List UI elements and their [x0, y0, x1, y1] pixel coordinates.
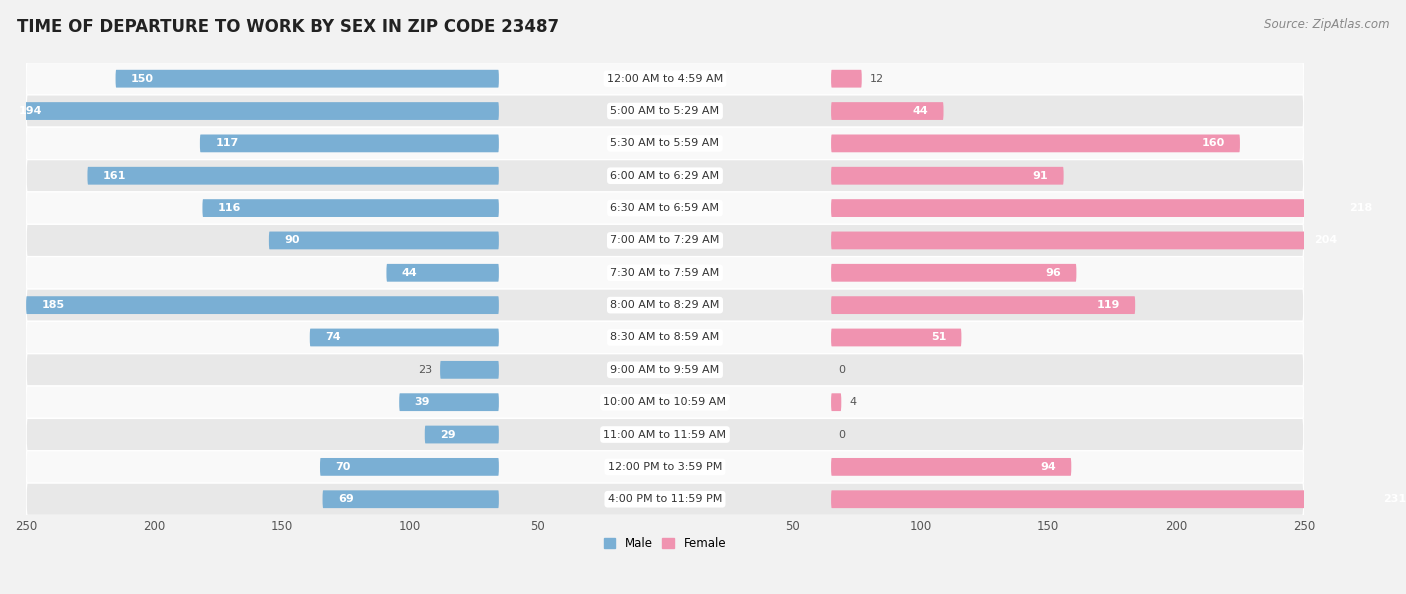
Text: 8:30 AM to 8:59 AM: 8:30 AM to 8:59 AM — [610, 333, 720, 343]
Text: Source: ZipAtlas.com: Source: ZipAtlas.com — [1264, 18, 1389, 31]
Text: 4: 4 — [849, 397, 856, 407]
FancyBboxPatch shape — [27, 160, 1303, 192]
FancyBboxPatch shape — [387, 264, 499, 282]
Text: 150: 150 — [131, 74, 153, 84]
Text: 0: 0 — [839, 429, 846, 440]
Text: 4:00 PM to 11:59 PM: 4:00 PM to 11:59 PM — [607, 494, 723, 504]
Text: 96: 96 — [1045, 268, 1062, 278]
FancyBboxPatch shape — [269, 232, 499, 249]
Text: 94: 94 — [1040, 462, 1056, 472]
FancyBboxPatch shape — [202, 199, 499, 217]
Text: 116: 116 — [218, 203, 242, 213]
Text: TIME OF DEPARTURE TO WORK BY SEX IN ZIP CODE 23487: TIME OF DEPARTURE TO WORK BY SEX IN ZIP … — [17, 18, 560, 36]
Text: 10:00 AM to 10:59 AM: 10:00 AM to 10:59 AM — [603, 397, 727, 407]
Text: 69: 69 — [337, 494, 354, 504]
FancyBboxPatch shape — [27, 451, 1303, 483]
Text: 12:00 PM to 3:59 PM: 12:00 PM to 3:59 PM — [607, 462, 723, 472]
FancyBboxPatch shape — [321, 458, 499, 476]
Text: 185: 185 — [41, 300, 65, 310]
Text: 119: 119 — [1097, 300, 1119, 310]
Text: 44: 44 — [402, 268, 418, 278]
Text: 23: 23 — [419, 365, 433, 375]
Text: 39: 39 — [415, 397, 430, 407]
Text: 161: 161 — [103, 170, 127, 181]
Text: 12:00 AM to 4:59 AM: 12:00 AM to 4:59 AM — [607, 74, 723, 84]
FancyBboxPatch shape — [27, 418, 1303, 451]
Text: 8:00 AM to 8:29 AM: 8:00 AM to 8:29 AM — [610, 300, 720, 310]
Text: 218: 218 — [1350, 203, 1372, 213]
FancyBboxPatch shape — [831, 102, 943, 120]
Text: 7:30 AM to 7:59 AM: 7:30 AM to 7:59 AM — [610, 268, 720, 278]
FancyBboxPatch shape — [831, 328, 962, 346]
Text: 90: 90 — [284, 235, 299, 245]
FancyBboxPatch shape — [399, 393, 499, 411]
FancyBboxPatch shape — [27, 321, 1303, 353]
FancyBboxPatch shape — [440, 361, 499, 379]
Text: 91: 91 — [1032, 170, 1049, 181]
FancyBboxPatch shape — [425, 426, 499, 444]
FancyBboxPatch shape — [27, 225, 1303, 257]
FancyBboxPatch shape — [831, 458, 1071, 476]
Text: 74: 74 — [325, 333, 340, 343]
FancyBboxPatch shape — [27, 192, 1303, 225]
Text: 7:00 AM to 7:29 AM: 7:00 AM to 7:29 AM — [610, 235, 720, 245]
Text: 204: 204 — [1313, 235, 1337, 245]
FancyBboxPatch shape — [831, 199, 1388, 217]
FancyBboxPatch shape — [27, 127, 1303, 160]
FancyBboxPatch shape — [27, 353, 1303, 386]
FancyBboxPatch shape — [831, 490, 1406, 508]
Text: 12: 12 — [869, 74, 883, 84]
FancyBboxPatch shape — [27, 62, 1303, 95]
FancyBboxPatch shape — [831, 232, 1353, 249]
FancyBboxPatch shape — [27, 95, 1303, 127]
Text: 11:00 AM to 11:59 AM: 11:00 AM to 11:59 AM — [603, 429, 727, 440]
Text: 6:30 AM to 6:59 AM: 6:30 AM to 6:59 AM — [610, 203, 720, 213]
Text: 160: 160 — [1201, 138, 1225, 148]
Text: 29: 29 — [440, 429, 456, 440]
FancyBboxPatch shape — [27, 483, 1303, 516]
Text: 5:30 AM to 5:59 AM: 5:30 AM to 5:59 AM — [610, 138, 720, 148]
Text: 9:00 AM to 9:59 AM: 9:00 AM to 9:59 AM — [610, 365, 720, 375]
FancyBboxPatch shape — [27, 296, 499, 314]
Text: 6:00 AM to 6:29 AM: 6:00 AM to 6:29 AM — [610, 170, 720, 181]
FancyBboxPatch shape — [87, 167, 499, 185]
FancyBboxPatch shape — [831, 70, 862, 87]
Text: 44: 44 — [912, 106, 928, 116]
FancyBboxPatch shape — [831, 134, 1240, 152]
Text: 51: 51 — [931, 333, 946, 343]
Text: 0: 0 — [839, 365, 846, 375]
FancyBboxPatch shape — [831, 296, 1135, 314]
FancyBboxPatch shape — [200, 134, 499, 152]
FancyBboxPatch shape — [831, 167, 1063, 185]
Text: 194: 194 — [18, 106, 42, 116]
Legend: Male, Female: Male, Female — [599, 532, 731, 555]
FancyBboxPatch shape — [115, 70, 499, 87]
FancyBboxPatch shape — [309, 328, 499, 346]
Text: 70: 70 — [335, 462, 350, 472]
FancyBboxPatch shape — [27, 289, 1303, 321]
FancyBboxPatch shape — [3, 102, 499, 120]
Text: 231: 231 — [1384, 494, 1406, 504]
FancyBboxPatch shape — [831, 264, 1077, 282]
FancyBboxPatch shape — [322, 490, 499, 508]
FancyBboxPatch shape — [27, 257, 1303, 289]
Text: 117: 117 — [215, 138, 239, 148]
Text: 5:00 AM to 5:29 AM: 5:00 AM to 5:29 AM — [610, 106, 720, 116]
FancyBboxPatch shape — [831, 393, 841, 411]
FancyBboxPatch shape — [27, 386, 1303, 418]
